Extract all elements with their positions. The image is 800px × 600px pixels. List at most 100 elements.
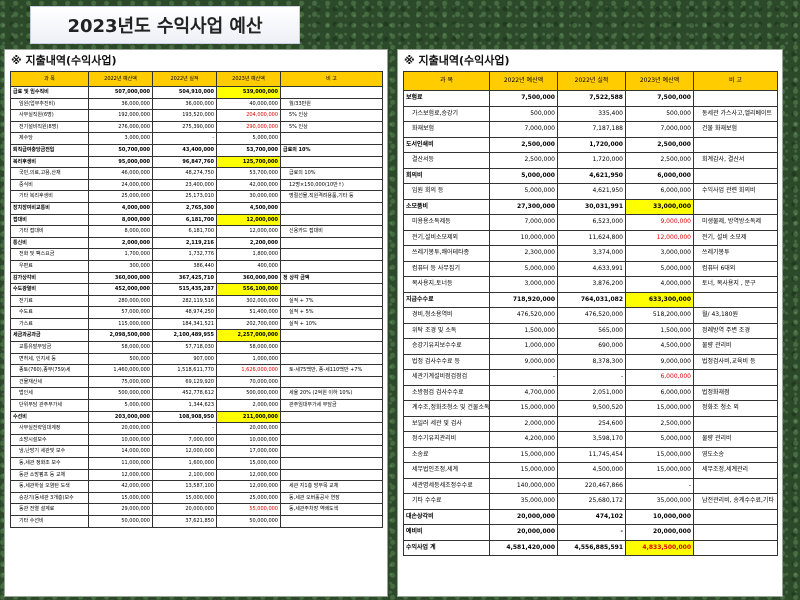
cell-note: 법정검사비,교육비 등 xyxy=(693,353,778,370)
subitem-row: 가스보험료,승강기 500,000 335,400 500,000 동세관 가스사고,엘… xyxy=(403,105,778,122)
cell-note xyxy=(280,132,383,145)
budget-table: 과 목 2022년 예산액 2022년 실적 2023년 예산액 비 고 급료 … xyxy=(10,71,383,528)
cell-budget-2022: 75,000,000 xyxy=(88,375,153,389)
subitem-row: 가스료 115,000,000 184,341,521 202,700,000 실적 +… xyxy=(10,317,383,331)
cell-note xyxy=(693,291,778,308)
subitem-row: 전기료 280,000,000 282,119,516 302,000,000 실적 +… xyxy=(10,294,383,308)
cell-actual-2022: 48,274,750 xyxy=(152,167,217,180)
cell-note: 남전관리비, 송계수수료,기타 xyxy=(693,493,778,510)
cell-budget-2023: 6,000,000 xyxy=(625,167,694,184)
cell-item-name: 전기설비직원(8명) xyxy=(10,120,89,134)
cell-item-name: 급료 및 임수직비 xyxy=(10,86,89,99)
cell-actual-2022: 386,440 xyxy=(152,259,217,273)
cell-note xyxy=(693,524,778,541)
cell-budget-2022: 7,500,000 xyxy=(489,90,558,107)
cell-budget-2023: 2,257,000,000 xyxy=(216,329,281,343)
cell-actual-2022: 11,624,800 xyxy=(557,229,626,246)
cell-actual-2022: 4,633,991 xyxy=(557,260,626,277)
cell-note xyxy=(693,508,778,525)
header-note: 비 고 xyxy=(693,71,778,91)
cell-note: 정화조 청소 외 xyxy=(693,400,778,417)
cell-actual-2022: 7,187,188 xyxy=(557,121,626,138)
cell-budget-2023: 4,000,000 xyxy=(625,276,694,293)
cell-budget-2023: 15,000,000 xyxy=(625,400,694,417)
cell-item-name: 세무법인조정,세계 xyxy=(403,462,490,479)
cell-budget-2023: 40,000,000 xyxy=(216,97,281,111)
cell-note: 세율 20% (2억원 이하 10%) xyxy=(280,387,383,401)
cell-budget-2023: 15,000,000 xyxy=(625,462,694,479)
cell-item-name: 컴퓨터 등 사무집기 xyxy=(403,260,490,277)
cell-note: 미생물제, 방역방소독제 xyxy=(693,214,778,231)
cell-actual-2022: - xyxy=(557,369,626,386)
cell-item-name: 화재보험 xyxy=(403,121,490,138)
cell-actual-2022: 515,435,287 xyxy=(152,283,217,296)
category-row: 회의비 5,000,000 4,621,950 6,000,000 xyxy=(403,167,778,184)
cell-actual-2022: 43,400,000 xyxy=(152,143,217,157)
cell-budget-2023: 51,400,000 xyxy=(216,306,281,319)
cell-item-name: 동관 소방펌프 등 교체 xyxy=(10,468,89,482)
subitem-row: 쓰레기봉투,쾌어테타종 2,300,000 3,374,000 3,000,000 쓰레… xyxy=(403,245,778,262)
cell-note: 5% 인상 xyxy=(280,120,383,134)
subitem-row: 법인세 500,000,000 452,778,612 500,000,000 세율 2… xyxy=(10,387,383,401)
cell-actual-2022: 3,374,000 xyxy=(557,245,626,262)
cell-note: 물량 관리비 xyxy=(693,431,778,448)
cell-item-name: 종토(760),종부(759)세 xyxy=(10,364,89,377)
cell-budget-2023: 202,700,000 xyxy=(216,317,281,331)
cell-actual-2022: 108,908,950 xyxy=(152,410,217,424)
subitem-row: 화재보험 7,000,000 7,187,188 7,000,000 건물 화재보험 xyxy=(403,121,778,138)
subitem-row: 목사용지,토너등 3,000,000 3,876,200 4,000,000 토너, 목… xyxy=(403,276,778,293)
cell-budget-2022: 5,000,000 xyxy=(489,183,558,200)
subitem-row: 사무실전략임대계정 20,000,000-20,000,000 xyxy=(10,422,383,435)
cell-note xyxy=(280,155,383,169)
cell-item-name: 정수기유지관리비 xyxy=(403,431,490,448)
cell-budget-2022: 15,000,000 xyxy=(489,446,558,463)
category-row: 대손상각비 20,000,000 474,102 10,000,000 xyxy=(403,508,778,525)
cell-actual-2022: 282,119,516 xyxy=(152,294,217,308)
cell-actual-2022: 30,031,991 xyxy=(557,198,626,215)
cell-budget-2022: 10,000,000 xyxy=(88,433,153,447)
cell-budget-2022: 35,000,000 xyxy=(489,493,558,510)
cell-budget-2023: 25,000,000 xyxy=(216,491,281,505)
cell-budget-2023: 12,000,000 xyxy=(216,213,281,227)
cell-actual-2022: 8,378,300 xyxy=(557,353,626,370)
subitem-row: 국민,의료,고용,산재 46,000,000 48,274,750 53,700,00… xyxy=(10,167,383,180)
cell-budget-2023: 204,000,000 xyxy=(216,109,281,122)
cell-budget-2023: 4,833,500,000 xyxy=(625,539,694,556)
cell-note: 영도소송 xyxy=(693,446,778,463)
subitem-row: 냉,난방기 세관및 보수 14,000,000 12,000,000 17,000,0… xyxy=(10,445,383,458)
cell-item-name: 수도광열비 xyxy=(10,283,89,296)
cell-actual-2022: 3,598,170 xyxy=(557,431,626,448)
cell-item-name: 동,세관 정화조 보수 xyxy=(10,457,89,470)
cell-budget-2023: 12,000,000 xyxy=(216,225,281,238)
subitem-row: 승강기(동세관 3개층)보수 15,000,000 15,000,000 25,000… xyxy=(10,491,383,505)
cell-item-name: 예비비 xyxy=(403,524,490,541)
cell-actual-2022: 69,129,920 xyxy=(152,375,217,389)
subitem-row: 경비,청소용역비 476,520,000 476,520,000 518,200,00… xyxy=(403,307,778,324)
cell-budget-2023: 2,500,000 xyxy=(625,415,694,432)
cell-budget-2022: 20,000,000 xyxy=(88,422,153,435)
subitem-row: 소송료 15,000,000 11,745,454 15,000,000 영도소송 xyxy=(403,446,778,463)
cell-note: 세관 지1층 방부목 교체 xyxy=(280,480,383,493)
category-row: 감가상각비 360,000,000 367,425,710 360,000,000 정 … xyxy=(10,271,383,285)
cell-budget-2023: 9,000,000 xyxy=(625,214,694,231)
cell-item-name: 소방점검 검사수수료 xyxy=(403,384,490,401)
subitem-row: 기타 수선비 50,000,000 37,621,850 50,000,000 xyxy=(10,514,383,528)
cell-actual-2022: 12,000,000 xyxy=(152,445,217,458)
cell-budget-2022: 1,500,000 xyxy=(489,322,558,339)
cell-budget-2022: 2,500,000 xyxy=(489,152,558,169)
cell-budget-2022: 360,000,000 xyxy=(88,271,153,285)
subitem-row: 소방시설보수 10,000,000 7,000,000 10,000,000 xyxy=(10,433,383,447)
cell-actual-2022: 452,778,612 xyxy=(152,387,217,401)
cell-item-name: 통신비 xyxy=(10,236,89,250)
category-row: 급료 및 임수직비 507,000,000 504,910,000 539,000,0… xyxy=(10,86,383,99)
header-budget-2022: 2022년 예산액 xyxy=(489,71,558,91)
cell-budget-2022: 15,000,000 xyxy=(489,462,558,479)
cell-budget-2023: 211,000,000 xyxy=(216,410,281,424)
cell-budget-2023: 4,500,000 xyxy=(216,201,281,215)
cell-budget-2022: 42,000,000 xyxy=(88,480,153,493)
cell-actual-2022: 6,181,700 xyxy=(152,225,217,238)
cell-note: 5% 인상 xyxy=(280,109,383,122)
cell-item-name: 미용용소독제등 xyxy=(403,214,490,231)
cell-actual-2022: 2,765,300 xyxy=(152,201,217,215)
subitem-row: 위탁 조경 및 소독 1,500,000 565,000 1,500,000 정례방역 … xyxy=(403,322,778,339)
